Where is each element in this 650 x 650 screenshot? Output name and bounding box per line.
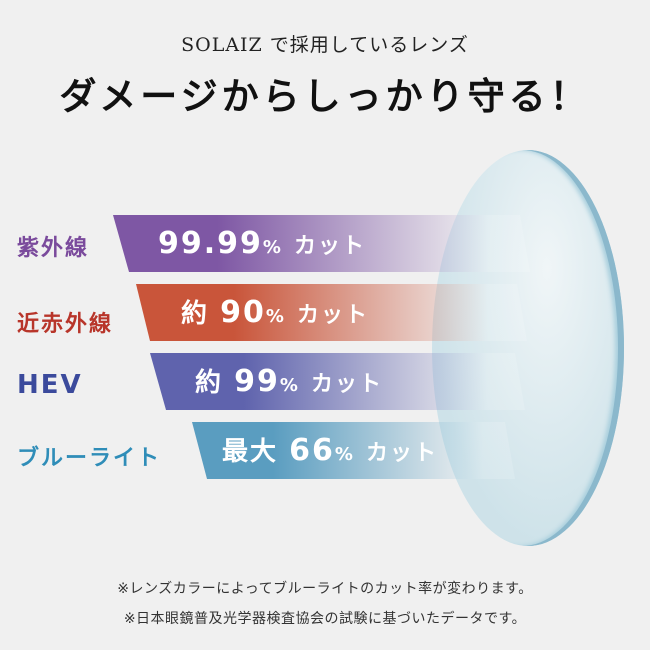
prefix: 約 — [195, 368, 224, 398]
unit: % — [265, 306, 286, 327]
note-test-source: ※日本眼鏡普及光学器検査協会の試験に基づいたデータです。 — [123, 611, 527, 627]
cut-rate-text: 約 99% カット — [195, 353, 383, 410]
page-title: ダメージからしっかり守る！ — [59, 74, 591, 118]
value: 99 — [234, 364, 280, 399]
unit: % — [279, 375, 300, 396]
cut-rate-text: 約 90% カット — [181, 284, 369, 341]
cut-rate-bar: 約 99% カット — [150, 353, 525, 410]
lens-illustration — [432, 150, 624, 546]
suffix: カット — [296, 303, 369, 328]
row-label: 紫外線 — [17, 236, 90, 261]
row-label: 近赤外線 — [17, 312, 114, 337]
row-label: ブルーライト — [17, 446, 162, 471]
row-label: HEV — [17, 370, 83, 400]
suffix: カット — [310, 372, 383, 397]
subtitle: SOLAIZ で採用しているレンズ — [181, 34, 469, 56]
bar-shape — [192, 422, 515, 479]
note-lens-color: ※レンズカラーによってブルーライトのカット率が変わります。 — [117, 581, 533, 597]
cut-rate-text: 99.99% カット — [158, 215, 366, 272]
value: 99.99 — [158, 226, 263, 261]
value: 90 — [220, 295, 266, 330]
prefix: 最大 — [222, 437, 279, 467]
bar-shape — [136, 284, 527, 341]
bar-shape — [150, 353, 525, 410]
suffix: カット — [365, 441, 438, 466]
cut-rate-bar: 最大 66% カット — [192, 422, 515, 479]
unit: % — [334, 444, 355, 465]
suffix: カット — [294, 234, 367, 259]
unit: % — [262, 237, 283, 258]
cut-rate-bar: 約 90% カット — [136, 284, 527, 341]
prefix: 約 — [181, 299, 210, 329]
bar-shape — [113, 215, 530, 272]
cut-rate-bar: 99.99% カット — [113, 215, 530, 272]
cut-rate-text: 最大 66% カット — [222, 422, 438, 479]
value: 66 — [289, 433, 335, 468]
